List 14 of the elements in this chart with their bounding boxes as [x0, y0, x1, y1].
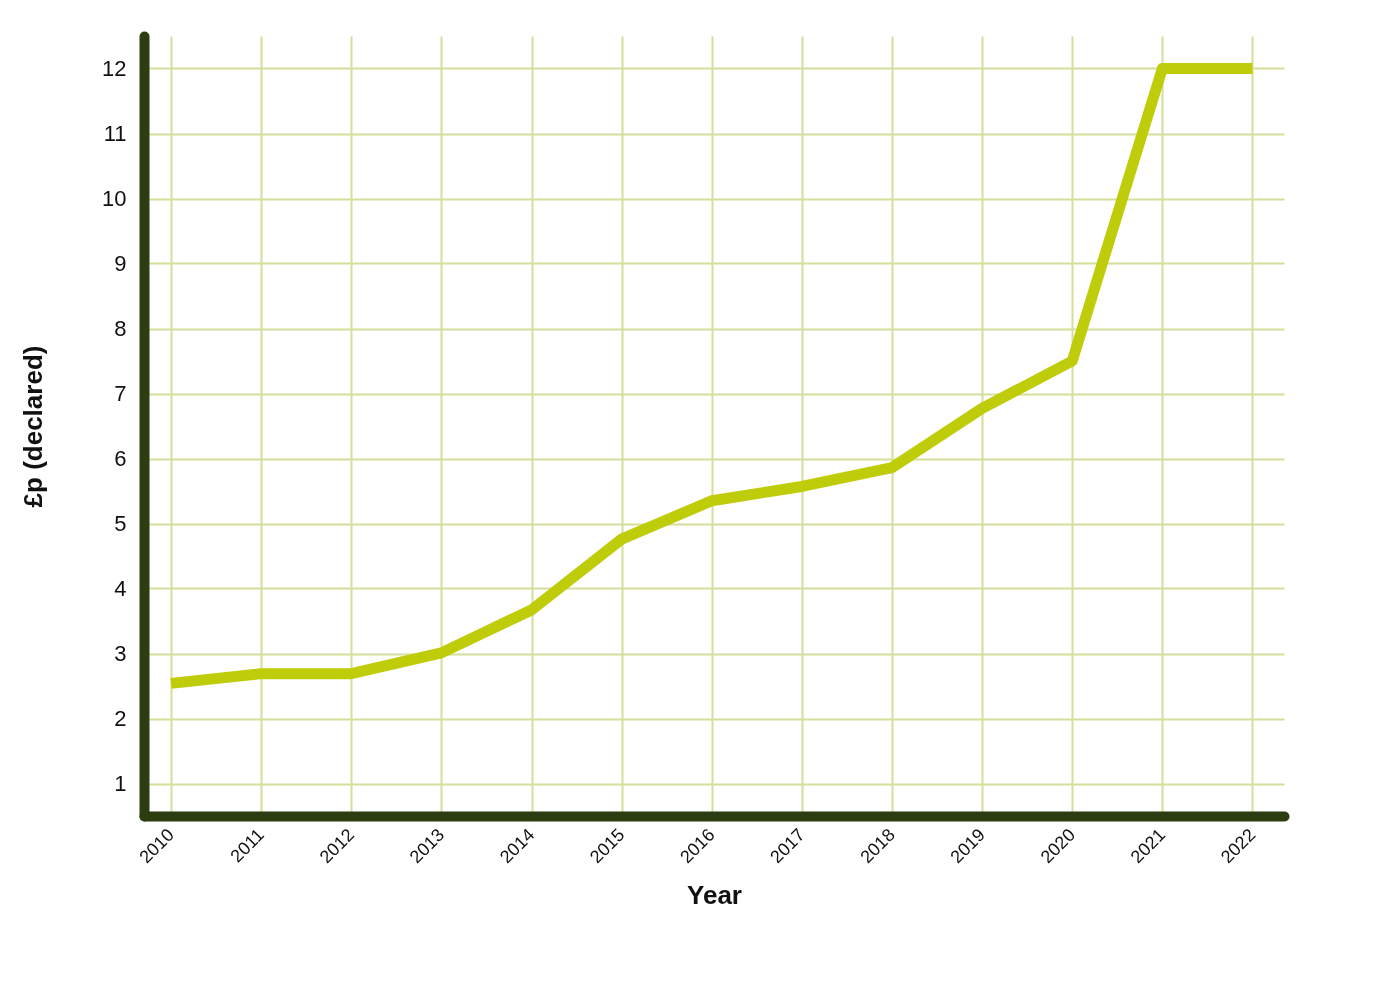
y-tick-label: 5 [114, 511, 127, 536]
y-tick-label: 12 [102, 56, 127, 81]
x-axis-title: Year [687, 880, 742, 911]
y-tick-label: 3 [114, 641, 127, 666]
y-tick-label: 2 [114, 706, 127, 731]
y-tick-label: 7 [114, 381, 127, 406]
y-tick-label: 10 [102, 186, 127, 211]
y-tick-label: 11 [103, 121, 127, 146]
y-tick-label: 9 [114, 251, 127, 276]
y-tick-label: 8 [114, 316, 127, 341]
y-tick-label: 6 [114, 446, 127, 471]
y-axis-title: £p (declared) [18, 345, 49, 508]
y-tick-label: 1 [114, 771, 127, 796]
y-tick-label: 4 [114, 576, 127, 601]
